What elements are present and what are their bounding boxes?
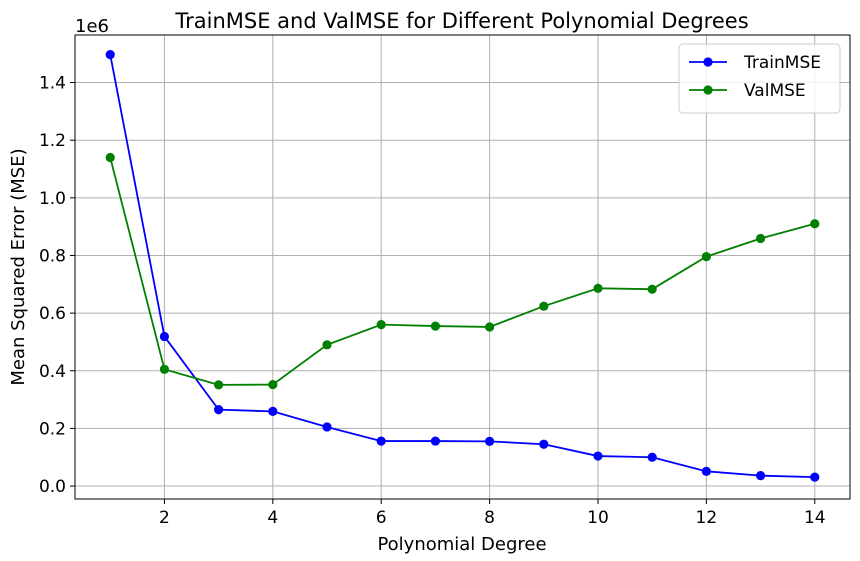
y-axis-label: Mean Squared Error (MSE): [8, 148, 29, 385]
data-point-trainmse: [539, 439, 549, 449]
data-point-trainmse: [268, 406, 278, 416]
x-axis-label: Polynomial Degree: [377, 534, 546, 555]
data-point-trainmse: [322, 422, 332, 432]
x-tick-label: 4: [267, 508, 278, 528]
x-tick-label: 2: [159, 508, 170, 528]
grid: [75, 35, 850, 499]
data-point-trainmse: [159, 331, 170, 342]
data-point-trainmse: [376, 436, 386, 446]
y-tick-label: 0.0: [39, 477, 66, 497]
x-tick-label: 10: [587, 508, 609, 528]
data-point-trainmse: [810, 472, 820, 482]
plot-frame: [74, 34, 851, 500]
legend-items: TrainMSE ValMSE: [689, 53, 821, 101]
y-tick-label: 1.0: [39, 189, 66, 209]
data-point-valmse: [701, 252, 711, 262]
y-tick-label: 0.6: [39, 304, 66, 324]
x-tick-label: 14: [804, 508, 826, 528]
legend-label-trainmse: TrainMSE: [743, 53, 821, 73]
data-point-valmse: [755, 233, 766, 244]
data-point-valmse: [430, 321, 441, 331]
data-point-trainmse: [105, 49, 115, 60]
data-point-trainmse: [430, 436, 441, 446]
data-point-valmse: [593, 283, 603, 293]
data-point-valmse: [484, 322, 495, 332]
series-layer: [105, 49, 820, 482]
legend-label-valmse: ValMSE: [744, 81, 806, 101]
axes: 2 4 6 8 10 12 14 0.0 0.2 0.4 0.6 0.8 1.0 1.2 1.4: [39, 74, 826, 528]
series-line-valmse: [109, 157, 816, 386]
chart-title: TrainMSE and ValMSE for Different Polyno…: [174, 9, 748, 33]
x-tick-label: 12: [696, 508, 718, 528]
data-point-valmse: [105, 152, 115, 163]
y-tick-label: 1.2: [39, 131, 66, 151]
data-point-valmse: [376, 320, 386, 330]
data-point-trainmse: [755, 471, 766, 481]
data-point-valmse: [539, 301, 549, 311]
series-line-trainmse: [109, 54, 815, 478]
y-tick-label: 0.4: [39, 362, 66, 382]
legend-marker-valmse: [703, 85, 713, 95]
data-point-valmse: [214, 380, 224, 390]
data-point-valmse: [268, 379, 278, 390]
y-tick-label: 0.2: [39, 419, 66, 439]
data-point-trainmse: [701, 466, 711, 476]
y-offset-label: 1e6: [75, 16, 109, 37]
legend-marker-trainmse: [703, 57, 713, 67]
data-point-trainmse: [647, 452, 657, 462]
y-tick-label: 1.4: [39, 74, 66, 94]
data-point-trainmse: [593, 451, 603, 461]
data-point-valmse: [322, 340, 332, 350]
y-tick-label: 0.8: [39, 246, 66, 266]
data-point-trainmse: [484, 436, 495, 446]
data-point-valmse: [647, 284, 657, 294]
legend: TrainMSE ValMSE: [678, 43, 841, 114]
x-tick-label: 8: [484, 508, 495, 528]
data-point-valmse: [159, 364, 170, 374]
data-point-trainmse: [214, 405, 224, 415]
x-tick-label: 6: [376, 508, 387, 528]
data-point-valmse: [810, 219, 820, 229]
